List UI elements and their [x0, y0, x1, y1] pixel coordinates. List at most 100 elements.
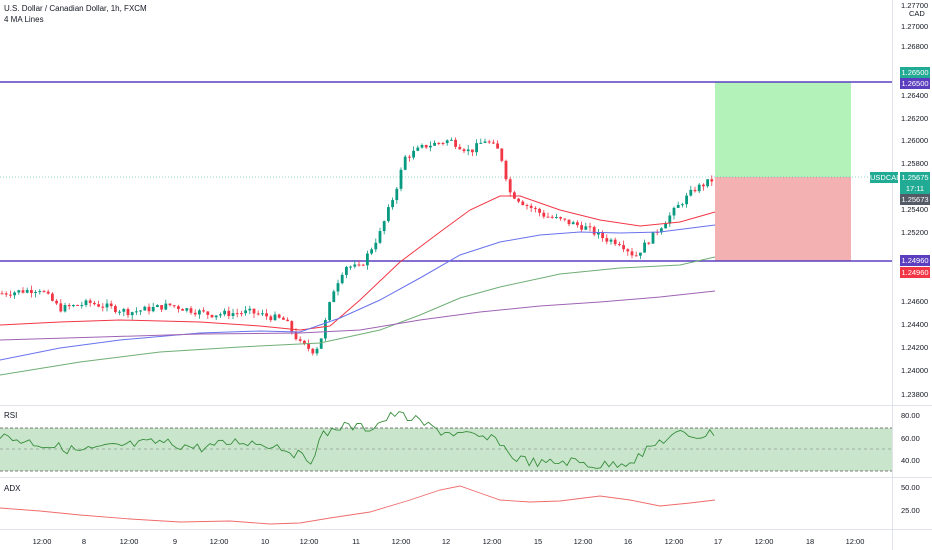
- candle-body: [697, 184, 701, 192]
- candle-body: [139, 310, 142, 312]
- candle-body: [479, 142, 483, 144]
- price-axis-label: 1.24000: [901, 366, 929, 375]
- candle-body: [588, 226, 592, 228]
- candle-body: [685, 195, 688, 205]
- candle-body: [231, 313, 235, 317]
- adx-pane[interactable]: [0, 478, 892, 530]
- candle-body: [395, 188, 399, 201]
- candle-body: [702, 184, 705, 187]
- time-axis-label: 12: [441, 537, 451, 546]
- time-axis-divider: [0, 529, 932, 530]
- candle-body: [198, 310, 201, 315]
- candle-body: [622, 245, 625, 250]
- candle-body: [42, 291, 46, 293]
- candle-body: [592, 226, 596, 235]
- pane-divider-adx: [0, 477, 932, 478]
- time-axis-label: 12:00: [482, 537, 502, 546]
- ma-red-line: [0, 195, 716, 331]
- lower-line-tag-red: 1.24960: [900, 267, 930, 278]
- candle-body: [17, 290, 21, 293]
- candle-body: [290, 321, 294, 332]
- candle-body: [710, 179, 714, 182]
- candle-body: [370, 249, 373, 254]
- candle-body: [51, 293, 54, 301]
- indicator-name: 4 MA Lines: [4, 15, 44, 24]
- candle-body: [214, 315, 218, 318]
- candle-body: [202, 310, 205, 312]
- candle-body: [185, 308, 189, 311]
- candle-body: [324, 320, 327, 339]
- time-axis-label: 12:00: [573, 537, 593, 546]
- candle-body: [244, 310, 247, 314]
- candle-body: [193, 312, 197, 315]
- candle-body: [681, 204, 684, 206]
- time-axis-label: 12:00: [845, 537, 865, 546]
- candle-body: [21, 290, 25, 293]
- rsi-axis-40: 40.00: [901, 456, 920, 465]
- candle-body: [189, 308, 193, 313]
- candle-body: [647, 242, 651, 244]
- candle-body: [0, 293, 4, 295]
- rsi-label: RSI: [4, 411, 18, 420]
- rsi-pane[interactable]: [0, 406, 892, 478]
- candle-body: [156, 305, 159, 307]
- time-axis-label: 15: [533, 537, 543, 546]
- candle-body: [30, 289, 33, 294]
- time-axis-label: 12:00: [754, 537, 774, 546]
- chart-title: U.S. Dollar / Canadian Dollar, 1h, FXCM: [4, 4, 147, 13]
- candle-body: [634, 255, 638, 257]
- candle-body: [303, 340, 306, 344]
- rsi-band: [0, 428, 892, 471]
- candle-body: [9, 294, 12, 296]
- candle-body: [416, 147, 420, 151]
- candle-body: [227, 310, 231, 317]
- candle-body: [164, 303, 168, 310]
- candle-body: [88, 300, 92, 303]
- adx-label: ADX: [4, 484, 21, 493]
- candle-body: [38, 291, 42, 293]
- candle-body: [101, 306, 105, 308]
- candle-body: [529, 205, 533, 208]
- candle-body: [181, 309, 184, 311]
- candle-body: [492, 142, 495, 144]
- candle-body: [563, 218, 567, 220]
- pane-divider-rsi: [0, 405, 932, 406]
- candle-body: [34, 292, 37, 294]
- candle-body: [546, 216, 550, 218]
- price-axis-top: 1.27700: [901, 1, 929, 10]
- candle-body: [273, 314, 277, 321]
- candle-body: [151, 306, 155, 312]
- candle-body: [177, 306, 180, 310]
- candle-body: [277, 314, 281, 318]
- candle-body: [345, 266, 348, 275]
- candle-body: [500, 148, 504, 161]
- candle-body: [206, 311, 210, 315]
- candles: [0, 137, 714, 356]
- price-chart[interactable]: [0, 0, 892, 405]
- candle-body: [248, 308, 252, 311]
- candle-body: [340, 274, 344, 284]
- candle-body: [349, 266, 352, 268]
- candle-body: [538, 208, 541, 213]
- candle-body: [93, 302, 96, 305]
- symbol-tag: USDCAD: [870, 172, 902, 183]
- price-axis-border: [892, 0, 893, 550]
- candle-body: [458, 146, 462, 150]
- candle-body: [172, 305, 176, 307]
- long-position-loss-zone: [715, 177, 851, 261]
- candle-body: [97, 304, 100, 307]
- candle-body: [437, 142, 441, 144]
- candle-body: [105, 303, 109, 308]
- rsi-axis-60: 60.00: [901, 434, 920, 443]
- candle-body: [67, 305, 71, 307]
- candle-body: [80, 305, 84, 307]
- candle-body: [454, 139, 457, 147]
- lower-line-tag: 1.24960: [900, 255, 930, 266]
- candle-body: [319, 338, 323, 349]
- candle-body: [420, 144, 424, 148]
- candle-body: [378, 231, 382, 243]
- candle-body: [4, 293, 8, 295]
- ma-green-line: [0, 256, 716, 376]
- candle-body: [508, 179, 512, 193]
- candle-body: [660, 228, 663, 233]
